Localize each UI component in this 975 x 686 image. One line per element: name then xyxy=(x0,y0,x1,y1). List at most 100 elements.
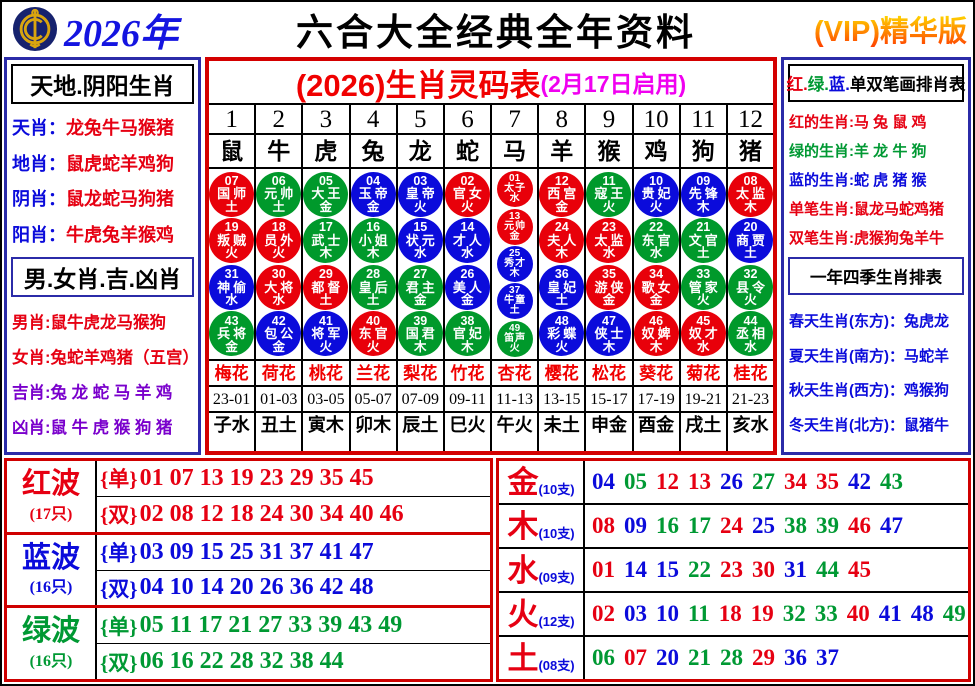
ball-title: 夫人 xyxy=(547,233,580,249)
branch-element-cell: 子水 xyxy=(213,415,250,435)
column-animal: 虎 xyxy=(303,135,349,169)
column-balls: 01 太子水 13 元帅金 25 秀才木 37 牛童土 49 笛声火 xyxy=(492,169,538,361)
column-number: 10 xyxy=(633,105,679,135)
element-name: 金 xyxy=(507,464,539,500)
column-animal: 鸡 xyxy=(633,135,679,169)
table-title-main: (2026)生肖灵码表 xyxy=(295,67,541,103)
element-number: 23 xyxy=(720,557,743,582)
ball-title: 包公 xyxy=(264,326,297,342)
column-number: 6 xyxy=(444,105,491,135)
row-label: 男肖: xyxy=(12,314,51,332)
color-stroke-row: 蓝的生肖: 蛇 虎 猪 猴 xyxy=(789,169,963,190)
ball-title: 元帅 xyxy=(504,220,527,232)
column-balls: 02 官女火 14 才人水 26 美人金 38 官妃木 xyxy=(444,169,491,361)
ball-element: 水 xyxy=(744,339,757,354)
ball-number: 06 xyxy=(271,173,286,188)
ball-number: 30 xyxy=(271,266,286,281)
wave-even-row: {双} 02 08 12 18 24 30 34 40 46 xyxy=(97,497,490,532)
row-value: 兔蛇羊鸡猪（五宫） xyxy=(50,349,200,367)
ball-number: 49 xyxy=(509,322,521,334)
element-number: 34 xyxy=(784,469,807,494)
number-ball: 21 文官土 xyxy=(680,218,726,264)
parity-label: {单} xyxy=(100,467,138,492)
flower-cell: 松花 xyxy=(586,361,632,387)
ball-title: 官女 xyxy=(452,186,485,202)
element-number: 36 xyxy=(784,645,807,670)
ball-element: 水 xyxy=(461,246,474,261)
number-ball: 44 丞相水 xyxy=(727,311,773,357)
element-number: 07 xyxy=(624,645,647,670)
ball-title: 丞相 xyxy=(735,326,768,342)
column-animal: 兔 xyxy=(350,135,396,169)
number-ball: 39 国君木 xyxy=(397,311,443,357)
element-number: 09 xyxy=(624,513,647,538)
wave-odd-row: {单} 03 09 15 25 31 37 41 47 xyxy=(97,535,490,571)
number-ball: 02 官女火 xyxy=(444,171,490,217)
number-ball: 38 官妃木 xyxy=(444,311,490,357)
element-number: 48 xyxy=(910,601,934,626)
flower-cell: 荷花 xyxy=(256,361,302,387)
ball-title: 奴婢 xyxy=(641,326,674,342)
ball-number: 31 xyxy=(224,266,239,281)
male-female-row: 女肖: 兔蛇羊鸡猪（五宫） xyxy=(12,344,199,368)
time-range-cell: 09-11 xyxy=(444,387,491,413)
ball-element: 火 xyxy=(649,199,663,214)
element-row: 水 (09支) 01 14 15 22 23 30 31 44 45 xyxy=(499,549,968,593)
branch-element-cell: 戌土 xyxy=(685,415,722,435)
male-female-row: 凶肖: 鼠 牛 虎 猴 狗 猪 xyxy=(12,414,193,438)
ball-title: 侠士 xyxy=(594,326,627,342)
row-label: 阳肖： xyxy=(12,224,66,245)
ball-title: 彩蝶 xyxy=(547,326,580,342)
time-range-cell: 11-13 xyxy=(492,387,538,413)
column-number: 5 xyxy=(397,105,443,135)
element-number: 13 xyxy=(688,469,711,494)
ball-element: 火 xyxy=(555,339,569,354)
ball-number: 47 xyxy=(602,313,616,328)
element-row: 土 (08支) 06 07 20 21 28 29 36 37 xyxy=(499,637,968,679)
column-number: 12 xyxy=(727,105,774,135)
row-label: 秋天生肖(西方)： xyxy=(789,382,904,400)
left-panel-title-2: 男.女肖.吉.凶肖 xyxy=(11,257,194,297)
color-stroke-zodiac-rows: 红的生肖: 马 兔 鼠 鸡绿的生肖: 羊 龙 牛 狗蓝的生肖: 蛇 虎 猪 猴单笔生肖… xyxy=(788,103,964,256)
row-value: 兔虎龙 xyxy=(904,312,950,330)
element-number: 06 xyxy=(592,645,615,670)
right-panel-title-2: 一年四季生肖排表 xyxy=(788,257,964,295)
element-number: 35 xyxy=(816,469,839,494)
ball-number: 14 xyxy=(460,220,475,235)
column-number: 2 xyxy=(256,105,302,135)
ball-number: 01 xyxy=(509,173,521,185)
ball-element: 土 xyxy=(366,292,380,307)
number-ball: 18 员外火 xyxy=(256,218,302,264)
time-range-cell: 05-07 xyxy=(350,387,396,413)
wave-rows: {单} 05 11 17 21 27 33 39 43 49 {双} 06 16 22… xyxy=(97,608,490,679)
element-row: 木 (10支) 08 09 16 17 24 25 38 39 46 47 xyxy=(499,505,968,549)
row-value: 牛虎兔羊猴鸡 xyxy=(66,224,174,245)
ball-number: 22 xyxy=(649,220,664,235)
wave-count: (16只) xyxy=(29,652,73,670)
ball-title: 商贾 xyxy=(735,233,768,249)
row-value: 马蛇羊 xyxy=(904,347,950,365)
time-range-cell: 03-05 xyxy=(303,387,349,413)
parity-label: {单} xyxy=(100,614,138,639)
number-ball: 26 美人金 xyxy=(444,264,490,310)
column-animal: 羊 xyxy=(539,135,585,169)
element-number: 21 xyxy=(688,645,711,670)
row-label: 地肖： xyxy=(12,153,66,174)
number-ball: 03 皇帝火 xyxy=(397,171,443,217)
element-label: 水 (09支) xyxy=(499,549,585,591)
row-value: 兔 龙 蛇 马 羊 鸡 xyxy=(50,384,173,402)
sky-earth-row: 阴肖： 鼠龙蛇马狗猪 xyxy=(12,185,193,211)
ball-number: 15 xyxy=(413,220,428,235)
ball-element: 木 xyxy=(414,339,427,354)
ball-title: 笛声 xyxy=(504,332,527,344)
element-numbers: 08 09 16 17 24 25 38 39 46 47 xyxy=(585,505,968,547)
ball-title: 贵妃 xyxy=(641,186,674,202)
number-ball: 28 皇后土 xyxy=(350,264,396,310)
ball-title: 官妃 xyxy=(452,326,485,342)
ball-element: 金 xyxy=(602,292,616,307)
row-label: 凶肖: xyxy=(12,419,51,437)
zodiac-column: 2 牛 06 元帅土 18 员外火 30 大将水 42 包公金荷花 01-03 丑土 xyxy=(256,105,304,451)
ball-title: 西宫 xyxy=(547,186,580,202)
ball-title: 游侠 xyxy=(594,279,627,295)
ball-number: 28 xyxy=(366,266,381,281)
